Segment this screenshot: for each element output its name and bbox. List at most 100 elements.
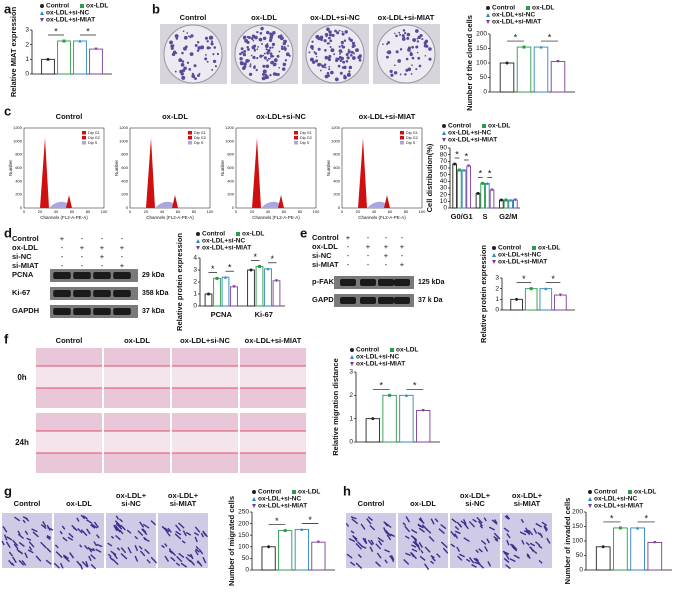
bar-marker	[371, 417, 375, 421]
y-tick-label: 1200	[331, 125, 341, 130]
colony	[256, 48, 259, 51]
y-tick-label: 100	[238, 544, 249, 551]
colony	[324, 55, 329, 60]
colony	[253, 65, 256, 68]
colony	[398, 31, 401, 34]
cell	[180, 562, 188, 568]
cell	[546, 537, 551, 544]
y-tick-label: 1	[25, 56, 29, 63]
bar-marker	[275, 279, 278, 283]
bar-marker	[499, 198, 503, 202]
y-tick-label: 10	[440, 198, 448, 205]
colony	[335, 57, 338, 60]
legend-swatch	[82, 136, 86, 140]
cell	[59, 530, 63, 535]
condition-sign: -	[81, 261, 84, 270]
legend-label: ox-LDL+si-NC	[498, 252, 541, 259]
cell	[350, 516, 357, 520]
bar-marker	[388, 393, 392, 397]
colony	[334, 29, 337, 33]
colony	[200, 45, 205, 50]
colony	[328, 33, 333, 37]
blot-band	[113, 308, 131, 315]
wound-gap	[172, 431, 238, 453]
significance-mark: *	[465, 151, 469, 161]
cell	[24, 552, 28, 559]
colony	[259, 54, 263, 58]
cell	[69, 552, 75, 559]
cell	[2, 525, 8, 533]
cell	[5, 541, 11, 548]
cell	[46, 547, 52, 553]
bar-marker	[457, 168, 461, 172]
colony	[411, 64, 413, 67]
cell	[466, 558, 471, 563]
cell	[177, 522, 185, 529]
colony	[212, 53, 215, 56]
cell	[194, 549, 199, 556]
image-caption: ox-LDL+si-NC	[310, 13, 360, 22]
cell	[513, 554, 520, 559]
condition-sign: -	[81, 252, 84, 261]
colony	[276, 54, 280, 58]
cell	[355, 542, 362, 550]
colony	[267, 49, 271, 53]
cell	[85, 560, 89, 567]
cell	[459, 553, 465, 558]
legend-label: Dip S	[406, 141, 416, 145]
legend-label: Control	[202, 231, 225, 238]
y-tick-label: 800	[333, 152, 340, 157]
legend-marker	[492, 253, 496, 257]
blot-band	[53, 290, 71, 297]
bar-marker	[267, 545, 271, 549]
cell	[24, 530, 29, 535]
histogram-frame	[235, 127, 317, 209]
cell	[384, 559, 388, 564]
condition-sign: -	[61, 261, 64, 270]
cell	[533, 528, 538, 534]
colony	[266, 59, 269, 62]
cell	[28, 546, 33, 551]
cell	[384, 522, 392, 529]
bar-marker	[215, 276, 219, 280]
condition-sign: -	[367, 233, 370, 242]
cell	[165, 530, 171, 537]
colony	[189, 36, 192, 39]
y-tick-label: 1	[193, 291, 197, 298]
bar	[475, 192, 481, 209]
histogram-title: ox-LDL+si-MIAT	[359, 112, 416, 121]
colony	[406, 37, 410, 40]
g1-peak	[252, 138, 261, 208]
colony	[174, 70, 177, 73]
cell	[12, 556, 17, 564]
cell	[22, 519, 26, 524]
g1-peak	[358, 138, 367, 208]
y-tick-label: 400	[15, 178, 22, 183]
legend-label: ox-LDL	[242, 231, 264, 238]
significance-mark: *	[610, 513, 614, 523]
bar	[485, 182, 490, 209]
cell	[386, 534, 392, 541]
cell	[409, 551, 415, 558]
condition-sign: +	[100, 243, 105, 252]
colony	[175, 37, 179, 40]
bar-marker	[504, 198, 508, 202]
cell	[91, 523, 98, 529]
cell	[46, 535, 52, 539]
cell	[113, 526, 121, 533]
colony	[405, 57, 409, 61]
colony	[404, 31, 407, 35]
y-tick-label: 1000	[13, 138, 23, 143]
cell	[535, 541, 541, 547]
y-tick-label: 90	[440, 145, 448, 152]
histogram-title: Control	[56, 112, 83, 121]
y-tick-label: 0	[338, 205, 341, 210]
colony	[264, 75, 269, 80]
cell	[119, 529, 124, 535]
bar-marker	[249, 268, 253, 272]
significance-mark: *	[488, 169, 492, 179]
colony	[194, 44, 198, 47]
histogram-frame	[129, 127, 211, 209]
x-tick-label: 60	[176, 209, 181, 214]
cell	[506, 533, 511, 539]
